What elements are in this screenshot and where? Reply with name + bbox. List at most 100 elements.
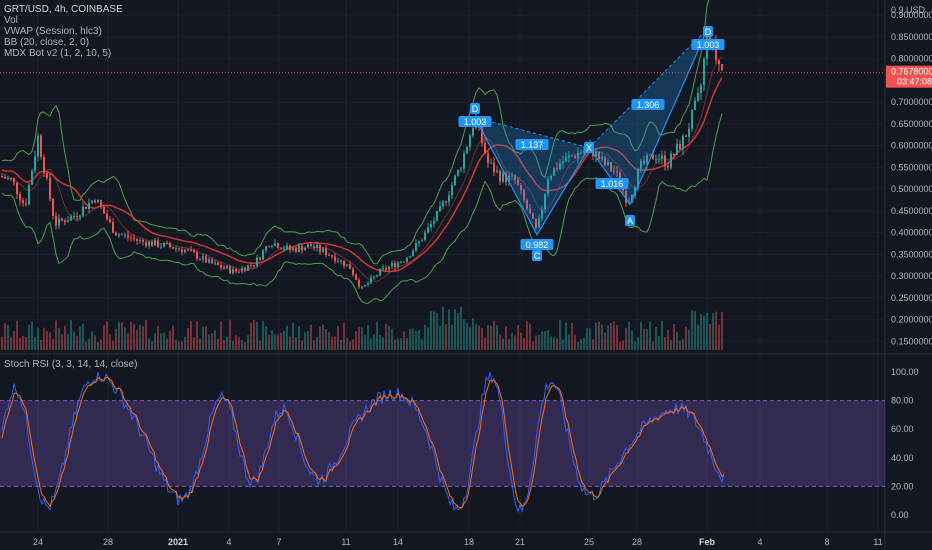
volume-bar (304, 332, 306, 350)
indicator-vwap[interactable]: VWAP (Session, hlc3) (4, 26, 102, 37)
candle-body (541, 209, 543, 219)
volume-bar (457, 313, 459, 350)
pattern-ratio-value: 1.003 (697, 40, 720, 50)
candle-body (37, 135, 39, 157)
chart-legend: GRT/USD, 4h, COINBASE Vol VWAP (Session,… (4, 4, 123, 59)
volume-bar (373, 334, 375, 350)
candle-body (685, 135, 687, 137)
volume-bar (538, 335, 540, 350)
candle-body (94, 200, 96, 203)
candle-body (337, 261, 339, 263)
volume-bar (625, 328, 627, 350)
volume-bar (535, 335, 537, 350)
volume-bar (622, 340, 624, 350)
volume-bar (403, 331, 405, 350)
candle-body (202, 256, 204, 260)
candle-body (400, 261, 402, 263)
candle-body (172, 246, 174, 249)
volume-bar (64, 325, 66, 350)
volume-bar (529, 323, 531, 350)
volume-bar (208, 334, 210, 350)
candle-body (367, 283, 369, 286)
candle-body (322, 248, 324, 252)
candle-body (490, 162, 492, 164)
volume-bar (553, 337, 555, 350)
candle-body (529, 208, 531, 214)
candle-body (670, 153, 672, 168)
volume-bar (280, 332, 282, 350)
volume-bar (88, 338, 90, 350)
indicator-mdx[interactable]: MDX Bot v2 (1, 2, 10, 5) (4, 48, 112, 59)
volume-bar (592, 339, 594, 350)
volume-bar (175, 339, 177, 350)
candle-body (289, 245, 291, 251)
volume-bar (559, 320, 561, 350)
candle-body (238, 271, 240, 273)
candle-body (436, 210, 438, 221)
volume-bar (406, 338, 408, 350)
time-tick-label: 18 (464, 537, 474, 547)
candle-body (382, 267, 384, 269)
candle-body (715, 39, 717, 61)
volume-bar (487, 325, 489, 350)
candle-body (184, 249, 186, 253)
volume-bar (103, 325, 105, 350)
pattern-label: D 1.003 (691, 26, 725, 50)
volume-bar (343, 322, 345, 350)
candle-body (211, 259, 213, 264)
candle-body (214, 262, 216, 264)
volume-bar (13, 331, 15, 350)
volume-bar (112, 340, 114, 350)
candle-body (565, 156, 567, 162)
candle-body (313, 246, 315, 248)
countdown-value: 03:47:08 (897, 77, 932, 87)
symbol-line[interactable]: GRT/USD, 4h, COINBASE (4, 4, 123, 15)
candle-body (262, 250, 264, 260)
volume-bar (388, 325, 390, 350)
volume-bar (55, 320, 57, 350)
volume-bar (643, 328, 645, 350)
volume-bar (229, 320, 231, 350)
candle-body (175, 248, 177, 250)
volume-bar (364, 334, 366, 350)
volume-bar (523, 338, 525, 350)
pattern-wing-left (475, 117, 589, 235)
candle-body (253, 265, 255, 267)
pattern-ratio-value: 0.982 (526, 240, 549, 250)
volume-bar (244, 341, 246, 350)
rsi-title[interactable]: Stoch RSI (3, 3, 14, 14, close) (4, 359, 138, 370)
volume-bar (667, 329, 669, 350)
candle-body (457, 169, 459, 176)
indicator-bb[interactable]: BB (20, close, 2, 0) (4, 37, 90, 48)
volume-bar (463, 319, 465, 350)
indicator-vol[interactable]: Vol (4, 15, 18, 26)
volume-bar (370, 338, 372, 350)
candle-body (421, 240, 423, 242)
volume-bar (508, 339, 510, 350)
candle-body (235, 268, 237, 272)
volume-bar (127, 332, 129, 350)
volume-bar (601, 324, 603, 350)
pattern-label: A (625, 215, 635, 226)
candle-body (352, 268, 354, 275)
candle-body (16, 182, 18, 194)
candle-body (460, 168, 462, 170)
volume-bar (427, 327, 429, 350)
candle-body (145, 241, 147, 247)
pattern-point-badge (584, 142, 594, 153)
candle-body (703, 58, 705, 86)
candle-body (52, 198, 54, 216)
candle-body (364, 285, 366, 287)
volume-bar (202, 326, 204, 350)
volume-bar (697, 324, 699, 350)
candle-body (604, 157, 606, 165)
volume-bar (169, 330, 171, 350)
time-tick-label: 24 (33, 537, 43, 547)
candle-body (19, 193, 21, 201)
candle-body (106, 213, 108, 220)
